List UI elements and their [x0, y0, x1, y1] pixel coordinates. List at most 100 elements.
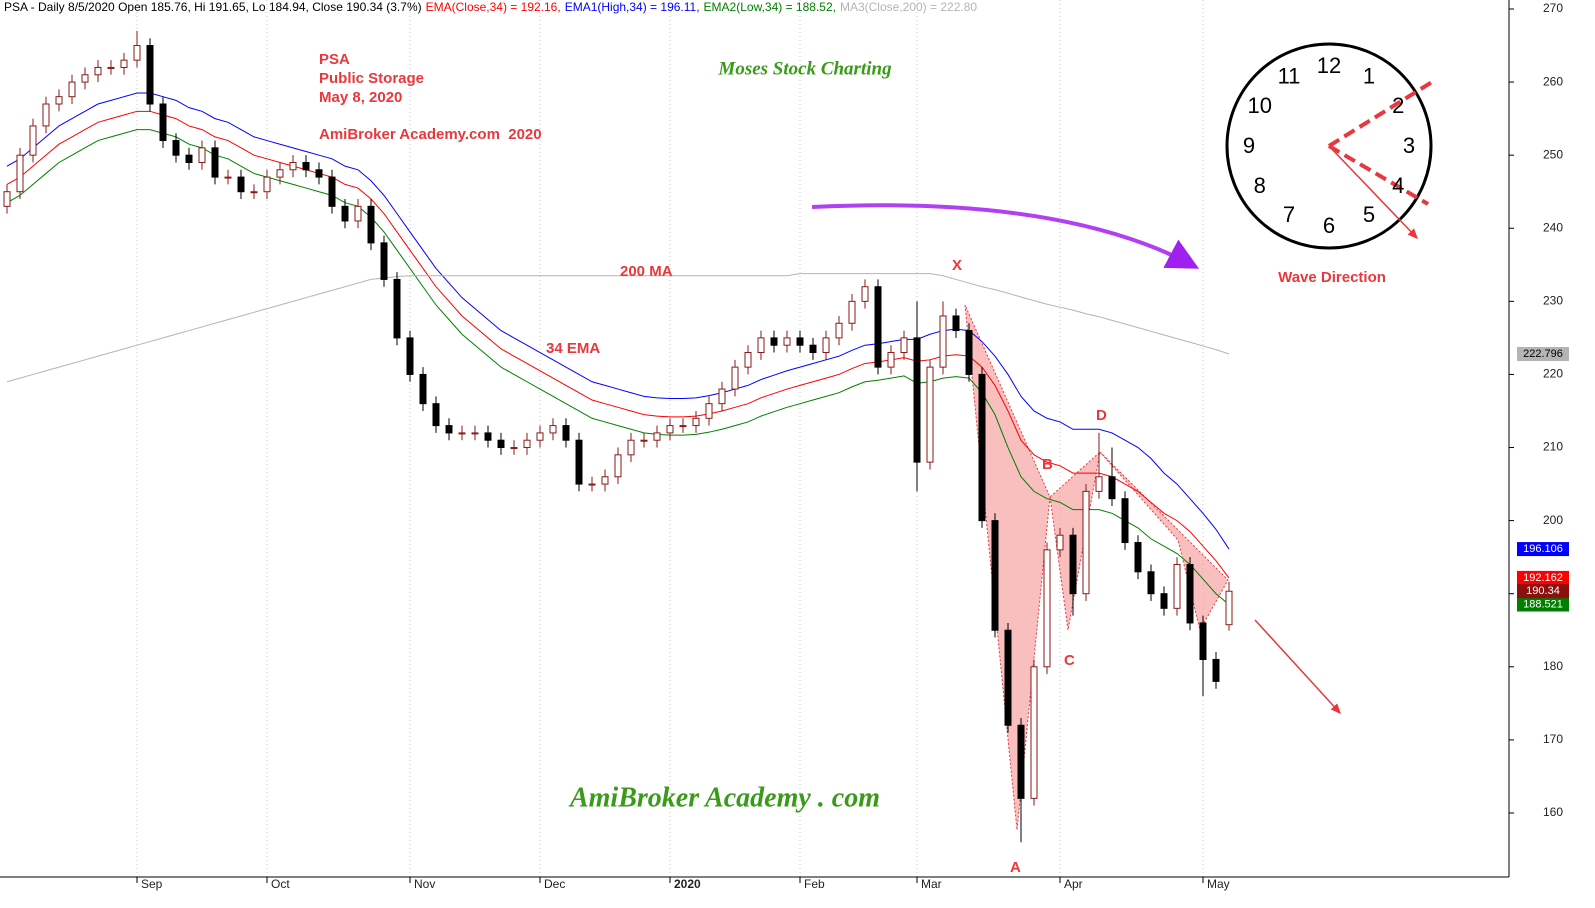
candle-body [835, 322, 843, 339]
x-tick-label: Dec [544, 877, 565, 891]
y-tick-label: 170 [1543, 732, 1563, 746]
candle-body [497, 439, 505, 449]
clock-number: 9 [1243, 133, 1255, 158]
candle-body [120, 59, 128, 68]
annotation: C [1064, 652, 1075, 669]
indicator-line [6, 129, 1230, 605]
y-tick-label: 200 [1543, 513, 1563, 527]
candle-body [1004, 629, 1012, 726]
header-text: PSA - Daily 8/5/2020 Open 185.76, Hi 191… [4, 0, 422, 14]
clock-arrow [1328, 145, 1419, 240]
value-tag [1517, 542, 1569, 557]
candle-body [367, 205, 375, 244]
clock-number: 1 [1363, 64, 1375, 89]
candle-body [237, 176, 245, 193]
candle-body [380, 242, 388, 280]
candle-body [887, 352, 895, 368]
annotation: 200 MA [620, 263, 673, 280]
value-tag [1517, 347, 1569, 362]
candle-body [510, 447, 518, 450]
candle-body [1225, 590, 1233, 626]
header-series: EMA(Close,34) = 192.16, [426, 0, 561, 14]
annotation: B [1042, 456, 1053, 473]
clock-number: 10 [1247, 93, 1271, 118]
candle-body [1108, 476, 1116, 500]
x-tick-label: Feb [804, 877, 825, 891]
candle-body [302, 161, 310, 171]
header-series: MA3(Close,200) = 222.80 [840, 0, 977, 14]
clock-number: 3 [1403, 133, 1415, 158]
y-tick-label: 260 [1543, 74, 1563, 88]
candle-body [16, 154, 24, 193]
value-tag [1517, 584, 1569, 599]
annotation: D [1096, 407, 1107, 424]
header-series: EMA1(High,34) = 196.11, [565, 0, 700, 14]
candle-body [965, 330, 973, 375]
x-tick-label: Nov [414, 877, 435, 891]
value-tag-label: 192.162 [1523, 572, 1563, 584]
candle-body [1147, 571, 1155, 595]
candle-body [211, 147, 219, 178]
candle-body [1173, 563, 1181, 609]
y-tick-label: 160 [1543, 805, 1563, 819]
candle-body [783, 337, 791, 346]
candle-body [81, 74, 89, 83]
candle-body [406, 337, 414, 375]
value-tag [1517, 570, 1569, 585]
header-series: EMA2(Low,34) = 188.52, [704, 0, 836, 14]
watermark: Moses Stock Charting [717, 58, 891, 79]
candle-body [42, 103, 50, 127]
annotation: A [1010, 859, 1021, 876]
candle-body [1056, 534, 1064, 551]
clock: 12 12 3 45 6 78 9 10 11 [1225, 42, 1434, 250]
pattern-xab [964, 304, 1051, 831]
candle-body [614, 454, 622, 478]
candle-body [198, 147, 206, 163]
candle-body [913, 337, 921, 463]
candle-body [822, 337, 830, 354]
candle-body [445, 425, 453, 434]
candle-body [393, 278, 401, 339]
candle-body [224, 176, 232, 179]
candle-body [718, 388, 726, 405]
candle-body [276, 169, 284, 178]
candle-body [289, 161, 297, 171]
candle-body [1095, 476, 1103, 492]
y-tick-label: 230 [1543, 294, 1563, 308]
candle-body [679, 425, 687, 428]
candle-body [133, 45, 141, 61]
y-tick-label: 270 [1543, 1, 1563, 15]
candle-body [978, 373, 986, 522]
candle-body [731, 366, 739, 390]
x-tick-label: 2020 [674, 877, 701, 891]
candle-body [536, 432, 544, 441]
candle-body [809, 344, 817, 354]
annotation: AmiBroker Academy.com 2020 [319, 126, 542, 143]
candle-body [3, 191, 11, 207]
clock-number: 7 [1283, 202, 1295, 227]
clock-number: 5 [1363, 202, 1375, 227]
candle-body [1069, 534, 1077, 595]
candle-body [692, 417, 700, 427]
value-tag-label: 188.521 [1523, 598, 1563, 610]
x-tick-label: Apr [1064, 877, 1083, 891]
candle-body [354, 205, 362, 222]
candle-body [29, 125, 37, 156]
candle-body [653, 432, 661, 441]
candle-body [107, 66, 115, 69]
indicator-lines [6, 92, 1230, 605]
watermark: AmiBroker Academy . com [568, 782, 880, 813]
y-tick-label: 180 [1543, 659, 1563, 673]
candle-body [627, 439, 635, 456]
annotation: 34 EMA [546, 340, 600, 357]
trend-arrow [811, 203, 1200, 269]
clock-number: 11 [1278, 64, 1301, 89]
candle-body [419, 373, 427, 405]
candle-body [94, 66, 102, 76]
candle-body [172, 140, 180, 156]
candle-body [471, 432, 479, 435]
y-tick-label: 220 [1543, 367, 1563, 381]
candle-body [458, 432, 466, 435]
candle-body [757, 337, 765, 354]
